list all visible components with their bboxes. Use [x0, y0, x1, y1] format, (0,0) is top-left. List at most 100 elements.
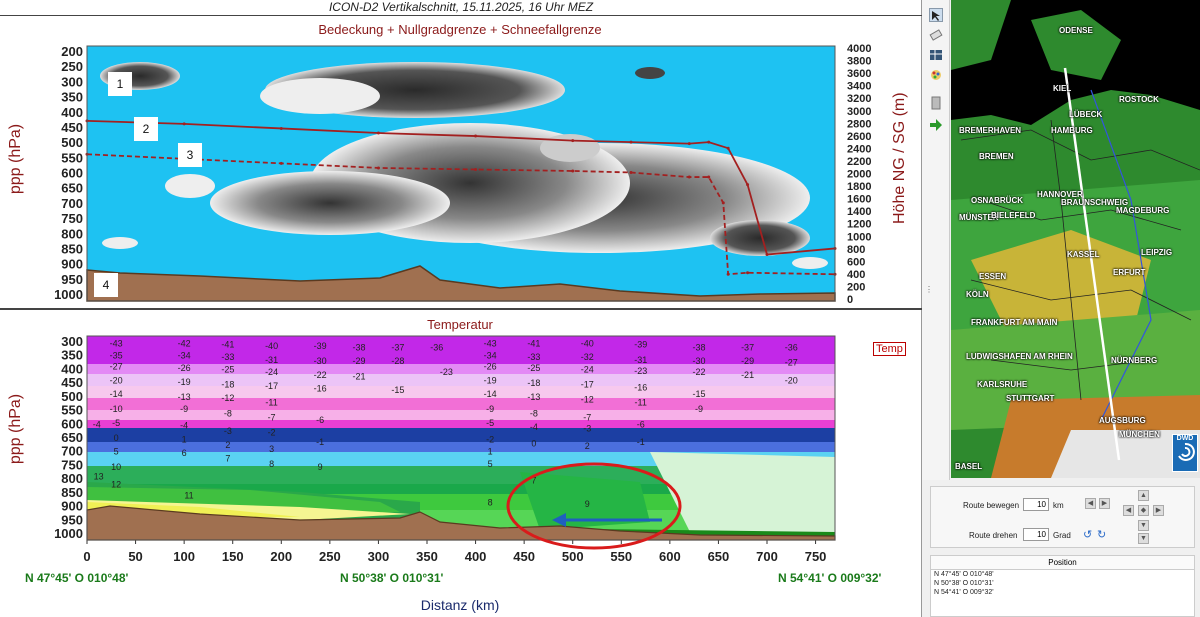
eraser-icon[interactable] [929, 28, 943, 42]
series-point [746, 183, 750, 187]
route-controls: Route bewegen 10 km ◀ ▶ Route drehen 10 … [930, 486, 1195, 548]
y-tick-label: 850 [61, 241, 83, 256]
rotate-input[interactable]: 10 [1023, 528, 1049, 541]
temperature-label: -19 [484, 375, 497, 385]
series-point [765, 253, 769, 257]
go-arrow-icon[interactable] [929, 118, 943, 132]
marker-label: 1 [117, 77, 124, 91]
x-tick-label: 0 [83, 549, 90, 564]
dwd-logo: DWD [1172, 434, 1198, 472]
temperature-label: -11 [635, 397, 647, 407]
y-tick-label: 250 [61, 59, 83, 74]
y-tick-label: 600 [61, 166, 83, 181]
temperature-label: 2 [585, 441, 590, 451]
series-point [629, 140, 633, 144]
marker-box [108, 72, 132, 96]
y-tick-label: 900 [61, 499, 83, 514]
city-label: BREMEN [979, 152, 1014, 161]
city-label: ERFURT [1113, 268, 1146, 277]
temperature-label: -31 [265, 355, 278, 365]
temperature-label: -40 [581, 338, 594, 348]
city-label: HANNOVER [1037, 190, 1083, 199]
y2-tick-label: 1000 [847, 231, 871, 243]
temperature-label: -8 [224, 408, 232, 418]
y-tick-label: 750 [61, 211, 83, 226]
city-label: MÜNSTER [959, 213, 999, 222]
center-button[interactable]: ◆ [1138, 505, 1149, 516]
y-tick-label: 450 [61, 120, 83, 135]
down-button[interactable]: ▼ [1138, 520, 1149, 531]
table-icon[interactable] [929, 48, 943, 62]
city-label: MÜNCHEN [1119, 430, 1160, 439]
top-panel-title: Bedeckung + Nullgradgrenze + Schneefallg… [318, 22, 602, 37]
temperature-label: -43 [484, 338, 497, 348]
temperature-label: 12 [111, 480, 121, 490]
city-label: BRAUNSCHWEIG [1061, 198, 1129, 207]
series-point [279, 161, 283, 165]
toolbar: ⋮ [922, 0, 950, 480]
temp-legend[interactable]: Temp [873, 342, 906, 356]
marker-box [178, 143, 202, 167]
temperature-label: -13 [527, 392, 540, 402]
x-tick-label: 450 [513, 549, 535, 564]
y2-tick-label: 2600 [847, 131, 871, 143]
temperature-label: -43 [110, 338, 123, 348]
temperature-label: -38 [352, 342, 365, 352]
x-tick-label: 400 [465, 549, 487, 564]
city-label: AUGSBURG [1099, 416, 1146, 425]
temperature-label: -22 [314, 370, 327, 380]
left-button[interactable]: ◀ [1123, 505, 1134, 516]
coord-start: N 47°45' O 010°48' [25, 571, 129, 585]
temperature-label: -14 [110, 389, 123, 399]
y2-tick-label: 400 [847, 269, 865, 281]
y-tick-label: 400 [61, 361, 83, 376]
move-right-button[interactable]: ▶ [1099, 498, 1110, 509]
move-input[interactable]: 10 [1023, 498, 1049, 511]
y-tick-label: 700 [61, 444, 83, 459]
temperature-label: -6 [316, 415, 324, 425]
temperature-label: -26 [178, 363, 191, 373]
y-tick-label: 350 [61, 90, 83, 105]
drag-handle-icon[interactable]: ⋮ [925, 285, 933, 294]
temperature-label: 5 [114, 447, 119, 457]
temperature-chart: 3003504004505005506006507007508008509009… [54, 334, 836, 564]
right-button[interactable]: ▶ [1153, 505, 1164, 516]
city-label: NÜRNBERG [1111, 356, 1158, 365]
y-tick-label: 200 [61, 44, 83, 59]
y-tick-label: 550 [61, 150, 83, 165]
y-tick-label: 500 [61, 389, 83, 404]
temperature-label: -32 [581, 352, 594, 362]
temperature-label: 13 [94, 471, 104, 481]
move-left-button[interactable]: ◀ [1085, 498, 1096, 509]
series-point [376, 166, 380, 170]
temperature-label: -1 [316, 437, 324, 447]
rotate-cw-icon[interactable]: ↻ [1097, 529, 1107, 541]
up-button[interactable]: ▲ [1138, 490, 1149, 501]
palette-icon[interactable] [929, 68, 943, 82]
temperature-label: 1 [182, 434, 187, 444]
temperature-label: -4 [530, 422, 538, 432]
y-tick-label: 700 [61, 196, 83, 211]
right-panel: ⋮ [922, 0, 1200, 617]
y-tick-label: 800 [61, 471, 83, 486]
temperature-label: -39 [314, 341, 327, 351]
temperature-label: -30 [314, 356, 327, 366]
y-tick-label: 550 [61, 403, 83, 418]
series-point [726, 272, 730, 276]
series-point [571, 169, 575, 173]
temperature-label: 2 [225, 440, 230, 450]
temperature-label: -21 [741, 370, 754, 380]
layers-icon[interactable] [929, 96, 943, 110]
temperature-label: -12 [221, 393, 234, 403]
position-row: N 54°41' O 009°32' [934, 589, 994, 596]
y2-tick-label: 4000 [847, 43, 871, 55]
down-more-button[interactable]: ▼ [1138, 533, 1149, 544]
temperature-label: -3 [224, 426, 232, 436]
marker-label: 2 [143, 122, 150, 136]
pointer-tool-icon[interactable] [929, 8, 943, 22]
temperature-label: -5 [112, 418, 120, 428]
x-tick-label: 150 [222, 549, 244, 564]
route-map[interactable]: ODENSE KIEL ROSTOCK LÜBECK BREMERHAVEN H… [951, 0, 1200, 478]
y2-tick-label: 2400 [847, 143, 871, 155]
rotate-ccw-icon[interactable]: ↺ [1083, 529, 1093, 541]
